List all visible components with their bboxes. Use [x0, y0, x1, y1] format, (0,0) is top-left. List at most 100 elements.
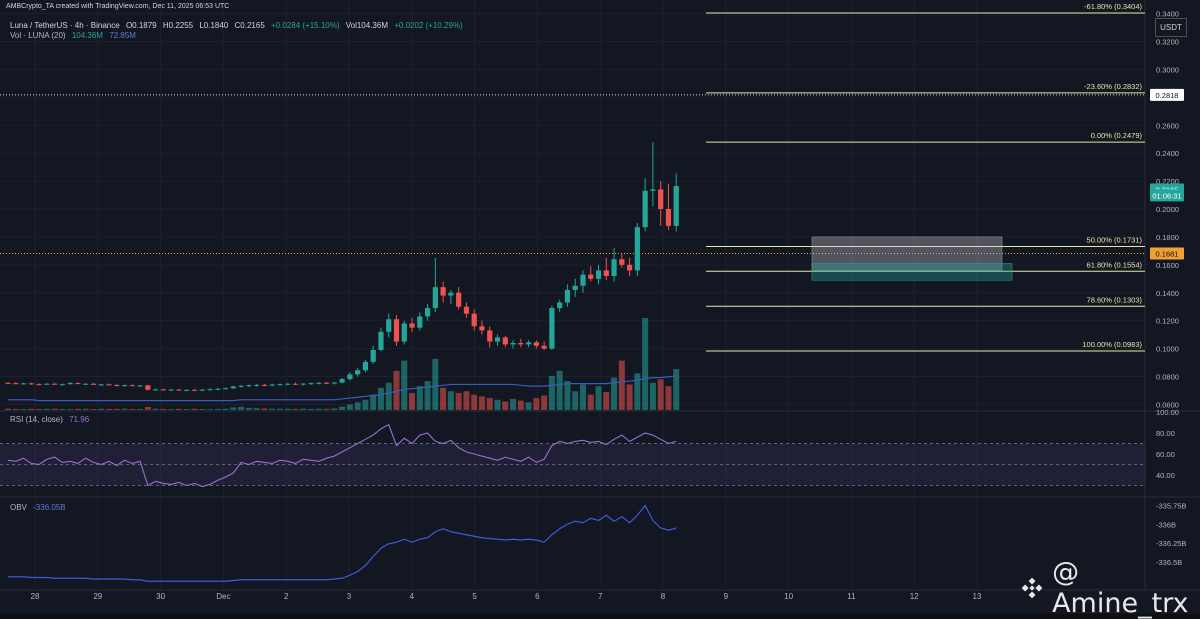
candle-body: [191, 389, 198, 391]
candle-body: [323, 382, 330, 384]
volume-bar: [533, 398, 540, 410]
volume-bar: [339, 406, 346, 410]
volume-bar: [214, 408, 221, 410]
currency-button[interactable]: USDT: [1155, 18, 1187, 37]
candle-body: [28, 383, 34, 385]
open-value: O0.1879: [125, 21, 157, 30]
x-tick-label: 11: [847, 592, 856, 601]
volume-bar: [587, 394, 594, 410]
price-zones[interactable]: [811, 236, 1013, 281]
volume-bar: [618, 360, 625, 410]
volume-bar: [74, 408, 81, 410]
candle-body: [362, 361, 369, 371]
y-tick-label: 0.3000: [1156, 65, 1179, 74]
x-tick-label: 30: [156, 592, 165, 601]
candle-body: [549, 308, 555, 349]
candle-body: [52, 383, 58, 385]
volume-bar: [98, 408, 105, 410]
candle-body: [564, 289, 571, 303]
volume-ma-value: 72.85M: [109, 31, 136, 40]
fibonacci-retracement[interactable]: -61.80% (0.3404) -23.60% (0.2832) 0.00% (0…: [0, 2, 1145, 352]
candle-body: [650, 189, 656, 191]
close-value: C0.2165: [234, 21, 265, 30]
candle-body: [463, 306, 470, 314]
candle-body: [471, 313, 477, 327]
volume-bar: [494, 399, 501, 410]
candle-body: [339, 379, 345, 383]
symbol-legend: Luna / TetherUS · 4h · Binance O0.1879 H…: [10, 21, 467, 30]
volume-bars: [5, 318, 680, 410]
candle-body: [572, 285, 578, 290]
x-tick-label: 6: [535, 592, 540, 601]
volume-bar: [43, 408, 50, 410]
candle-body: [580, 274, 586, 286]
volume-bar: [579, 384, 586, 410]
candle-body: [230, 386, 236, 389]
candle-body: [619, 259, 625, 265]
change-value: +0.0284 (+15.10%): [271, 21, 340, 30]
y-tick-label: 0.2400: [1156, 149, 1179, 158]
candle-body: [432, 287, 438, 309]
volume-bar: [315, 408, 322, 410]
fib-level-label: 78.60% (0.1303): [1087, 295, 1143, 304]
volume-bar: [222, 408, 229, 410]
candle-body: [207, 389, 213, 391]
volume-bar: [510, 398, 517, 410]
volume-bar: [541, 395, 548, 410]
volume-bar: [595, 386, 602, 410]
volume-change-value: +0.0202 (+10.29%): [394, 21, 463, 30]
candle-body: [370, 349, 376, 362]
obv-label: OBV: [10, 503, 27, 512]
volume-bar: [284, 408, 291, 410]
price-axis[interactable]: 0.34000.32000.30000.28000.26000.24000.22…: [1150, 10, 1184, 410]
volume-bar: [82, 408, 89, 410]
candle-body: [13, 383, 19, 385]
candle-body: [502, 337, 508, 345]
volume-bar: [90, 409, 97, 410]
candle-body: [603, 270, 609, 276]
obv-line: [8, 504, 677, 582]
volume-ma-line: [8, 375, 677, 402]
obv-tick-label: -336.5B: [1156, 558, 1182, 567]
high-value: H0.2255: [162, 21, 194, 30]
candle-body: [36, 384, 42, 386]
y-tick-label: 0.2600: [1156, 121, 1179, 130]
x-tick-label: 5: [472, 592, 477, 601]
volume-bar: [144, 407, 151, 410]
candle-body: [83, 383, 89, 385]
obv-tick-label: -336.25B: [1156, 539, 1186, 548]
candle-body: [355, 370, 361, 375]
candle-body: [611, 259, 617, 276]
candle-body: [153, 389, 159, 391]
rsi-tick-label: 100.00: [1156, 408, 1179, 417]
rsi-label: RSI (14, close): [10, 415, 63, 424]
created-by-line: AMBCrypto_TA created with TradingView.co…: [6, 3, 230, 10]
x-tick-label: 10: [784, 592, 793, 601]
candle-body: [510, 343, 516, 345]
x-tick-label: 2: [284, 592, 289, 601]
fib-level-label: -61.80% (0.3404): [1084, 2, 1142, 11]
candle-body: [479, 326, 485, 331]
volume-indicator-label: Vol · LUNA (20): [10, 31, 66, 40]
volume-bar: [455, 392, 462, 410]
binance-square-icon: [1021, 577, 1043, 599]
x-tick-label: Dec: [216, 592, 230, 601]
y-tick-label: 0.1400: [1156, 289, 1179, 298]
rsi-tick-label: 60.00: [1156, 450, 1175, 459]
candle-body: [456, 292, 462, 307]
price-label-bg: [1150, 189, 1184, 202]
candle-body: [393, 319, 400, 342]
volume-bar: [517, 400, 524, 410]
candle-body: [401, 323, 407, 342]
candle-body: [176, 389, 182, 391]
volume-bar: [611, 377, 618, 410]
candle-body: [595, 270, 602, 279]
time-axis[interactable]: 28 29 30 Dec 2 3 4 5 6 7 8 9 10 11 12 13: [31, 592, 982, 601]
volume-bar: [393, 370, 400, 410]
candle-body: [168, 389, 174, 391]
candle-body: [588, 274, 594, 279]
volume-bar: [362, 399, 369, 410]
candle-body: [494, 337, 501, 342]
price-label-bg: [1150, 247, 1184, 260]
